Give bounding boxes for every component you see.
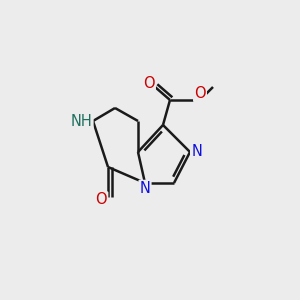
Text: O: O	[194, 86, 206, 101]
Text: O: O	[143, 76, 155, 92]
Text: O: O	[96, 193, 107, 208]
Text: N: N	[140, 181, 150, 196]
Text: N: N	[191, 145, 202, 160]
Text: NH: NH	[71, 113, 92, 128]
